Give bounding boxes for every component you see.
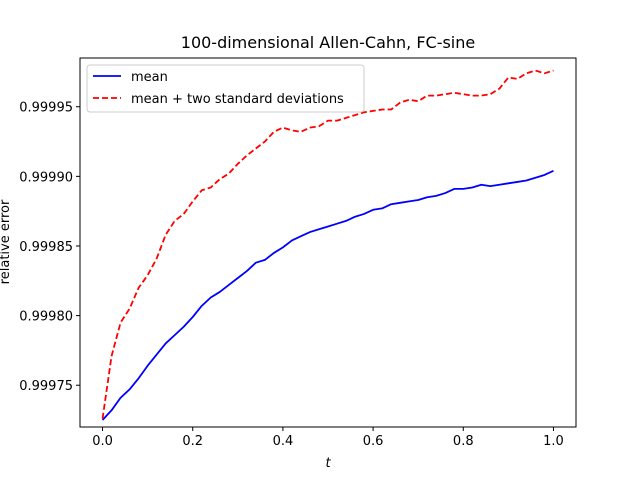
- y-axis-label: relative error: [0, 199, 13, 284]
- x-tick-label: 0.0: [92, 434, 113, 449]
- series-line-mean-plus-two-std: [101, 69, 554, 419]
- legend-label-mean-plus-two-std: mean + two standard deviations: [131, 92, 344, 107]
- y-tick-label: 0.99995: [19, 101, 73, 116]
- x-axis-label: t: [325, 456, 331, 471]
- chart-title: 100-dimensional Allen-Cahn, FC-sine: [181, 33, 475, 52]
- legend-box: [86, 64, 365, 113]
- series-layer: [101, 69, 554, 421]
- y-tick-label: 0.99990: [19, 170, 73, 185]
- legend-label-mean: mean: [131, 70, 168, 85]
- series-line-mean: [101, 169, 554, 421]
- ticks-layer: 0.0 0.2 0.4 0.6 0.8 1.0 0.99975 0.99980 0.99985 0…: [19, 101, 564, 449]
- x-tick-label: 1.0: [543, 434, 564, 449]
- legend: mean mean + two standard deviations: [86, 64, 365, 113]
- x-tick-label: 0.4: [273, 434, 294, 449]
- y-tick-label: 0.99975: [19, 379, 73, 394]
- y-tick-label: 0.99980: [19, 310, 73, 325]
- x-tick-label: 0.8: [453, 434, 474, 449]
- y-tick-label: 0.99985: [19, 240, 73, 255]
- plot-frame: [79, 57, 577, 428]
- x-tick-label: 0.6: [363, 434, 384, 449]
- x-tick-label: 0.2: [182, 434, 203, 449]
